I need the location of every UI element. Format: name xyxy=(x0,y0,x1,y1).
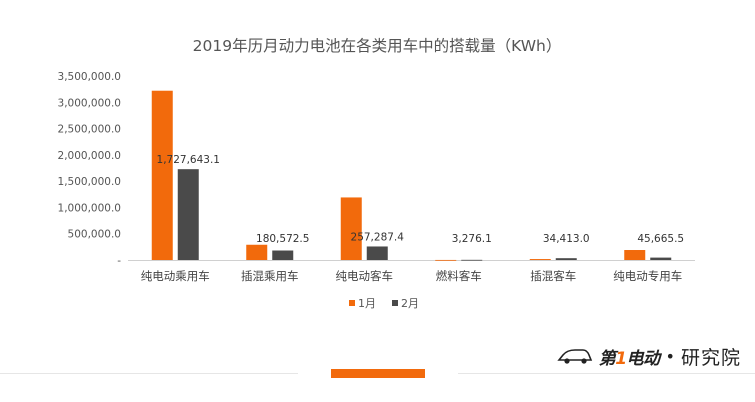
chart-title: 2019年历月动力电池在各类用车中的搭载量（KWh） xyxy=(193,37,562,55)
bar xyxy=(555,258,577,260)
brand-separator: • xyxy=(665,346,675,366)
legend-swatch xyxy=(392,300,398,306)
y-tick-label: 1,500,000.0 xyxy=(58,176,121,188)
footer-divider-right xyxy=(458,373,755,374)
bar xyxy=(650,257,672,260)
legend-label: 2月 xyxy=(401,297,419,310)
bar xyxy=(272,250,294,260)
brand-name: 第1电动 xyxy=(598,348,660,369)
data-label: 180,572.5 xyxy=(256,233,309,245)
bar xyxy=(435,259,457,261)
legend-swatch xyxy=(349,300,355,306)
bar xyxy=(366,246,388,260)
data-label: 3,276.1 xyxy=(452,233,492,245)
car-icon xyxy=(557,349,592,364)
y-axis: - 500,000.0 1,000,000.0 1,500,000.0 2,000,00… xyxy=(58,71,122,267)
x-category-label: 插混客车 xyxy=(530,269,576,283)
bar xyxy=(624,250,646,260)
x-category-label: 燃料客车 xyxy=(436,269,482,283)
bar xyxy=(340,197,362,260)
bars xyxy=(151,90,672,261)
bar xyxy=(151,90,173,260)
y-tick-label: 3,000,000.0 xyxy=(58,97,121,109)
brand-logo: 第1电动 • 研究院 xyxy=(557,341,741,371)
data-label: 45,665.5 xyxy=(637,233,684,245)
data-label: 257,287.4 xyxy=(351,231,405,243)
bar xyxy=(461,259,483,261)
legend: 1月 2月 xyxy=(349,297,419,310)
data-label: 34,413.0 xyxy=(543,233,590,245)
x-category-label: 插混乘用车 xyxy=(241,269,299,283)
bar xyxy=(246,244,268,260)
data-label: 1,727,643.1 xyxy=(157,154,220,166)
y-tick-label: 1,000,000.0 xyxy=(58,202,121,214)
y-tick-label: 500,000.0 xyxy=(68,229,121,241)
footer-divider-left xyxy=(0,373,298,374)
y-tick-label: 2,000,000.0 xyxy=(58,150,121,162)
y-tick-label: 2,500,000.0 xyxy=(58,124,121,136)
y-tick-label: - xyxy=(117,255,121,267)
x-category-label: 纯电动客车 xyxy=(336,269,394,283)
y-tick-label: 3,500,000.0 xyxy=(58,71,121,83)
brand-research-label: 研究院 xyxy=(680,346,741,369)
x-category-label: 纯电动专用车 xyxy=(613,269,682,283)
x-category-label: 纯电动乘用车 xyxy=(141,269,210,283)
data-labels: 1,727,643.1 180,572.5 257,287.4 3,276.1 34,4… xyxy=(157,154,685,245)
legend-label: 1月 xyxy=(358,297,376,310)
bar xyxy=(529,259,551,260)
footer-accent-bar xyxy=(331,369,425,378)
bar xyxy=(177,169,199,260)
x-axis: 纯电动乘用车 插混乘用车 纯电动客车 燃料客车 插混客车 纯电动专用车 xyxy=(141,269,683,283)
